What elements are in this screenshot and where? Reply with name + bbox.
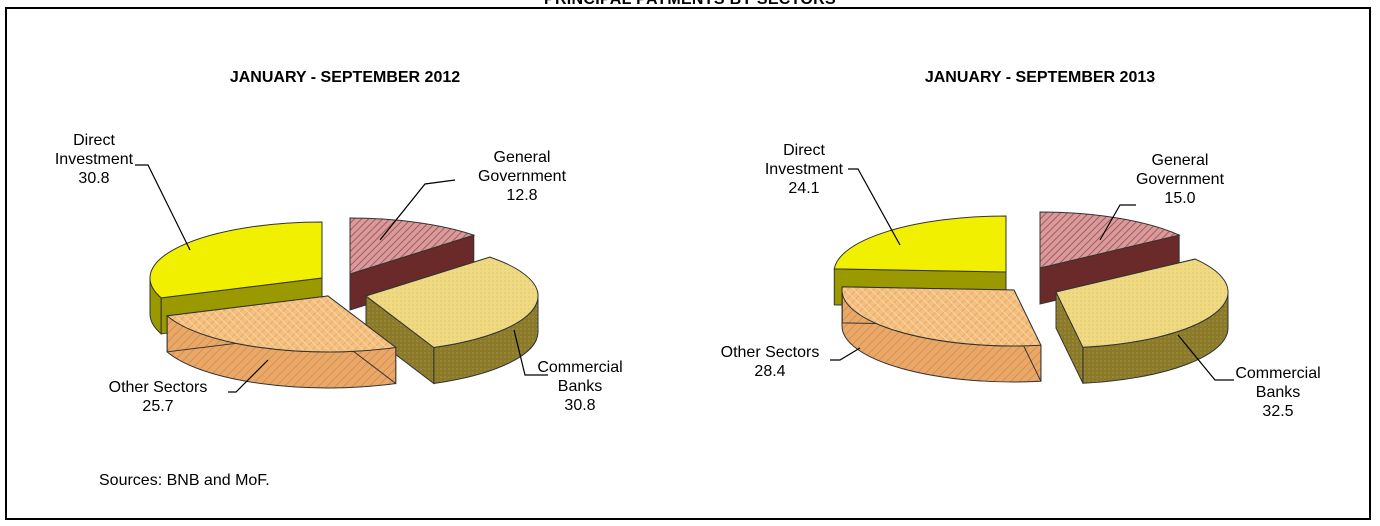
chart-title-2012: JANUARY - SEPTEMBER 2012	[229, 69, 461, 86]
data-label-line: Government	[1135, 171, 1225, 188]
data-label-line: General	[493, 149, 551, 166]
leader-line-other-sectors-2013	[830, 347, 861, 361]
data-label-direct-investment-2013: Direct Investment 24.1	[744, 141, 864, 198]
data-label-line: 24.1	[788, 180, 820, 197]
leader-line-direct-investment-2013	[848, 168, 901, 246]
source-note: Sources: BNB and MoF.	[99, 472, 270, 489]
data-label-line: Direct	[783, 142, 825, 159]
data-label-line: 12.8	[506, 187, 538, 204]
data-label-general-government-2013: General Government 15.0	[1120, 151, 1240, 208]
chart-frame	[5, 7, 1371, 520]
data-label-line: Commercial	[537, 359, 623, 376]
pie-slice-commercial-banks-2013	[1055, 258, 1229, 384]
leader-line-other-sectors-2012	[228, 359, 269, 393]
data-label-line: Investment	[764, 161, 844, 178]
data-label-line: Investment	[54, 151, 134, 168]
leader-line-direct-investment-2012	[135, 164, 191, 251]
data-label-line: Direct	[73, 132, 115, 149]
leader-line-commercial-banks-2013	[1177, 334, 1234, 381]
data-label-line: Other Sectors	[108, 379, 208, 396]
data-label-commercial-banks-2012: Commercial Banks 30.8	[520, 358, 640, 415]
data-label-line: Government	[477, 168, 567, 185]
data-label-line: General	[1151, 152, 1209, 169]
data-label-other-sectors-2012: Other Sectors 25.7	[98, 378, 218, 416]
data-label-commercial-banks-2013: Commercial Banks 32.5	[1218, 364, 1338, 421]
pie-slice-general-government-2013	[1039, 211, 1181, 305]
leader-line-general-government-2013	[1099, 204, 1136, 241]
chart-title-2013: JANUARY - SEPTEMBER 2013	[924, 69, 1156, 86]
data-label-direct-investment-2012: Direct Investment 30.8	[34, 131, 154, 188]
pie-slice-commercial-banks-2012	[364, 256, 539, 385]
data-label-line: 32.5	[1262, 403, 1294, 420]
page-title: PRINCIPAL PAYMENTS BY SECTORS	[0, 0, 1380, 9]
data-label-line: 25.7	[142, 398, 174, 415]
data-label-line: Other Sectors	[720, 344, 820, 361]
data-label-line: 28.4	[754, 363, 786, 380]
data-label-general-government-2012: General Government 12.8	[462, 148, 582, 205]
data-label-line: 15.0	[1164, 190, 1196, 207]
data-label-line: Commercial	[1235, 365, 1321, 382]
pie-2013	[830, 168, 1234, 384]
data-label-line: 30.8	[564, 397, 596, 414]
data-label-line: Banks	[557, 378, 603, 395]
data-label-other-sectors-2013: Other Sectors 28.4	[710, 343, 830, 381]
data-label-line: Banks	[1255, 384, 1301, 401]
pie-2012	[135, 164, 548, 393]
pie-slice-other-sectors-2013	[841, 286, 1042, 383]
leader-line-general-government-2012	[379, 179, 456, 241]
leader-line-commercial-banks-2012	[513, 329, 548, 376]
pie-slice-other-sectors-2012	[165, 294, 398, 389]
data-label-line: 30.8	[78, 170, 110, 187]
